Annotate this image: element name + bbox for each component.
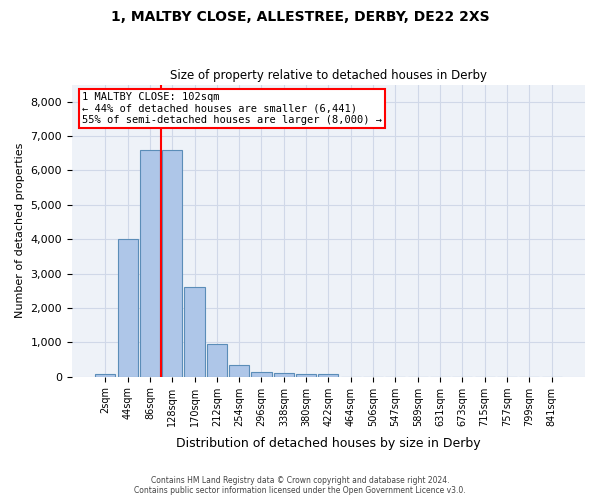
Title: Size of property relative to detached houses in Derby: Size of property relative to detached ho… — [170, 69, 487, 82]
Text: Contains HM Land Registry data © Crown copyright and database right 2024.
Contai: Contains HM Land Registry data © Crown c… — [134, 476, 466, 495]
Bar — [296, 374, 316, 376]
X-axis label: Distribution of detached houses by size in Derby: Distribution of detached houses by size … — [176, 437, 481, 450]
Bar — [251, 372, 272, 376]
Bar — [140, 150, 160, 376]
Bar — [274, 372, 294, 376]
Bar — [184, 286, 205, 376]
Text: 1 MALTBY CLOSE: 102sqm
← 44% of detached houses are smaller (6,441)
55% of semi-: 1 MALTBY CLOSE: 102sqm ← 44% of detached… — [82, 92, 382, 125]
Bar — [162, 150, 182, 376]
Y-axis label: Number of detached properties: Number of detached properties — [15, 143, 25, 318]
Text: 1, MALTBY CLOSE, ALLESTREE, DERBY, DE22 2XS: 1, MALTBY CLOSE, ALLESTREE, DERBY, DE22 … — [110, 10, 490, 24]
Bar — [207, 344, 227, 376]
Bar — [319, 374, 338, 376]
Bar — [229, 366, 249, 376]
Bar — [118, 239, 137, 376]
Bar — [95, 374, 115, 376]
